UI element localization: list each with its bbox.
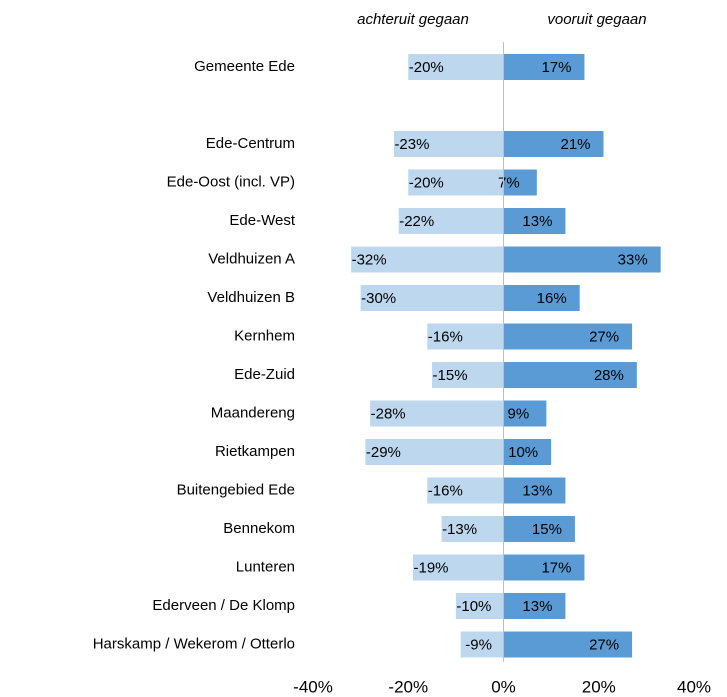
bar: [503, 285, 580, 311]
bar: [503, 54, 585, 80]
value-label: 7%: [498, 174, 520, 191]
value-label: 15%: [532, 521, 562, 538]
value-label: 27%: [589, 328, 619, 345]
series-header: achteruit gegaan: [357, 11, 469, 28]
value-label: -15%: [433, 367, 468, 384]
category-label: Lunteren: [236, 558, 295, 575]
value-label: -22%: [399, 213, 434, 230]
x-tick-label: -20%: [388, 677, 428, 696]
x-tick-label: -40%: [293, 677, 333, 696]
value-label: 28%: [594, 367, 624, 384]
x-tick-label: 20%: [582, 677, 616, 696]
value-label: -23%: [394, 136, 429, 153]
bar: [503, 439, 552, 465]
value-label: -28%: [371, 405, 406, 422]
value-label: -20%: [409, 174, 444, 191]
bar: [503, 593, 566, 619]
category-label: Harskamp / Wekerom / Otterlo: [93, 635, 295, 652]
value-label: -13%: [442, 521, 477, 538]
category-label: Ede-Oost (incl. VP): [167, 173, 295, 190]
bar: [432, 362, 504, 388]
bar: [370, 400, 504, 427]
bar: [365, 439, 504, 465]
value-label: 13%: [522, 598, 552, 615]
value-label: -16%: [428, 482, 463, 499]
bar: [503, 323, 633, 350]
value-label: -20%: [409, 59, 444, 76]
bar: [393, 131, 504, 157]
category-label: Ede-Centrum: [206, 135, 295, 152]
bar: [503, 400, 547, 427]
bar: [503, 554, 585, 581]
bar: [408, 54, 504, 80]
bar: [441, 516, 504, 542]
category-label: Ede-Zuid: [234, 366, 295, 383]
bar: [503, 246, 661, 273]
value-label: 17%: [541, 59, 571, 76]
category-label: Bennekom: [223, 520, 295, 537]
category-label: Buitengebied Ede: [177, 481, 295, 498]
category-label: Veldhuizen A: [208, 250, 295, 267]
bar: [360, 285, 504, 311]
bar: [503, 362, 637, 388]
value-label: 10%: [508, 444, 538, 461]
value-label: 27%: [589, 636, 619, 653]
bar: [413, 554, 504, 581]
bar: [398, 208, 504, 234]
bar: [427, 477, 504, 504]
value-label: 13%: [522, 213, 552, 230]
category-label: Kernhem: [234, 327, 295, 344]
bar: [427, 323, 504, 350]
value-label: 17%: [541, 559, 571, 576]
bar: [503, 208, 566, 234]
value-label: -19%: [413, 559, 448, 576]
category-label: Gemeente Ede: [194, 58, 295, 75]
category-label: Ederveen / De Klomp: [152, 597, 295, 614]
value-label: -9%: [465, 636, 492, 653]
bar: [503, 631, 633, 658]
bar: [503, 169, 537, 196]
value-label: -29%: [366, 444, 401, 461]
value-label: -10%: [456, 598, 491, 615]
bar: [455, 593, 504, 619]
category-label: Ede-West: [229, 212, 295, 229]
x-tick-label: 0%: [491, 677, 516, 696]
bar: [503, 516, 575, 542]
series-header: vooruit gegaan: [547, 11, 646, 28]
value-label: 33%: [618, 251, 648, 268]
bar: [351, 246, 504, 273]
bar: [460, 631, 504, 658]
bar: [503, 131, 604, 157]
value-label: 9%: [508, 405, 530, 422]
value-label: -30%: [361, 290, 396, 307]
value-label: -32%: [352, 251, 387, 268]
category-label: Veldhuizen B: [207, 289, 295, 306]
bar: [408, 169, 504, 196]
value-label: -16%: [428, 328, 463, 345]
value-label: 13%: [522, 482, 552, 499]
value-label: 16%: [537, 290, 567, 307]
bar: [503, 477, 566, 504]
value-label: 21%: [560, 136, 590, 153]
x-tick-label: 40%: [677, 677, 711, 696]
category-label: Maandereng: [211, 404, 295, 421]
category-label: Rietkampen: [215, 443, 295, 460]
